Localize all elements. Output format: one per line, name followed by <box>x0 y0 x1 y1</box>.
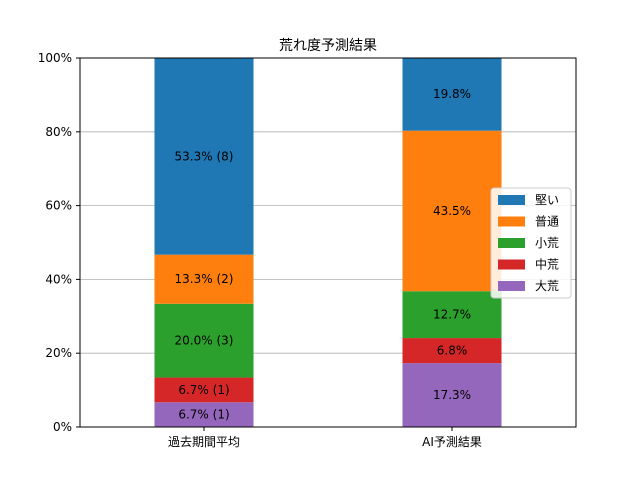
legend-box <box>490 187 572 299</box>
bar-segment <box>154 402 254 427</box>
data-label: 19.8% <box>433 87 471 101</box>
legend-swatch <box>498 259 525 270</box>
legend-label: 普通 <box>535 215 559 229</box>
chart-title: 荒れ度予測結果 <box>279 38 377 54</box>
x-tick-label: 過去期間平均 <box>168 435 240 449</box>
legend-swatch <box>498 195 525 205</box>
bar-segment <box>154 303 254 378</box>
y-tick-label: 60% <box>45 199 72 213</box>
data-label: 6.7% (1) <box>178 408 229 422</box>
axes: 0% 20% 40% 60% 80% 100% 過去期間平均 AI予測結果 <box>38 51 482 449</box>
legend-swatch <box>498 238 525 248</box>
data-label: 20.0% (3) <box>175 334 234 348</box>
y-tick-label: 20% <box>45 346 72 360</box>
bar-segment <box>402 291 502 339</box>
data-label: 12.7% <box>433 308 471 322</box>
y-tick-label: 100% <box>38 51 72 65</box>
data-label: 6.7% (1) <box>178 383 229 397</box>
bars <box>154 57 502 427</box>
legend-label: 堅い <box>535 193 559 207</box>
bar-segment <box>154 254 254 304</box>
legend-label: 小荒 <box>535 236 559 250</box>
y-tick-label: 40% <box>45 272 72 286</box>
data-label: 43.5% <box>433 204 471 218</box>
legend-swatch <box>498 216 525 227</box>
bar-segment <box>402 363 502 427</box>
data-label: 53.3% (8) <box>175 149 234 163</box>
data-label: 6.8% <box>437 344 468 358</box>
y-tick-label: 0% <box>53 420 72 434</box>
bar-segment <box>402 130 502 292</box>
legend-label: 中荒 <box>535 257 559 272</box>
legend-swatch <box>498 281 525 291</box>
bar-segment <box>154 58 254 255</box>
plot-frame <box>79 57 577 428</box>
legend-label: 大荒 <box>535 279 559 293</box>
segment-labels: 6.7% (1) 6.7% (1) 20.0% (3) 13.3% (2) 53.3% … <box>175 87 472 421</box>
bar-segment <box>402 338 502 364</box>
y-tick-label: 80% <box>45 125 72 139</box>
data-label: 17.3% <box>433 388 471 402</box>
bar-segment <box>402 57 502 131</box>
data-label: 13.3% (2) <box>175 272 234 286</box>
x-tick-label: AI予測結果 <box>422 435 482 449</box>
bar-segment <box>154 377 254 403</box>
